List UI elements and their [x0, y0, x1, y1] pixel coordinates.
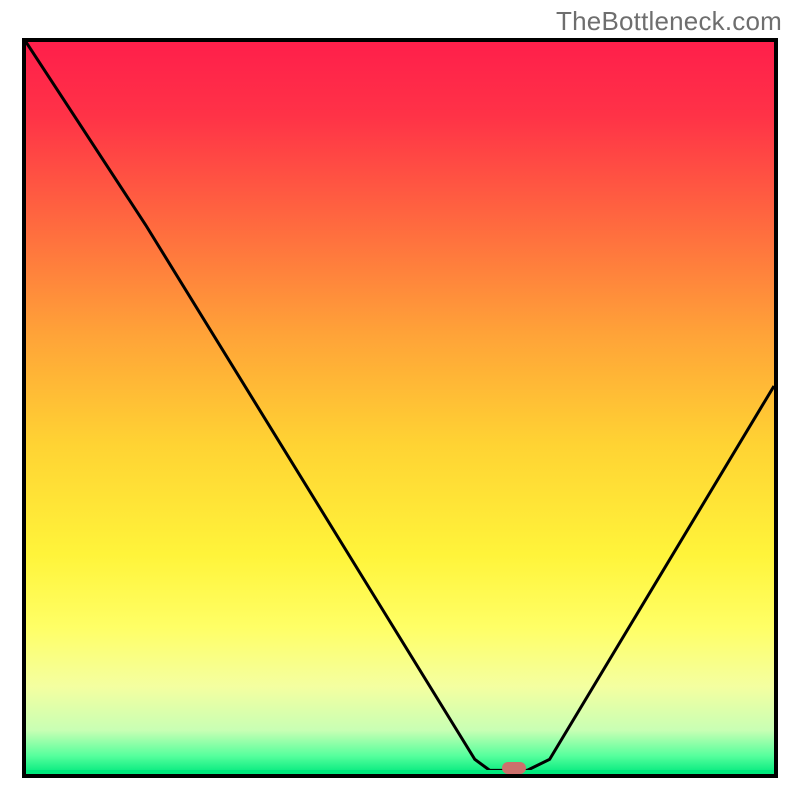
plot-area: [22, 38, 778, 778]
optimum-marker: [502, 762, 526, 774]
bottleneck-curve: [26, 42, 774, 770]
curve-svg: [26, 42, 774, 774]
baseline-strip: [26, 770, 774, 774]
watermark-text: TheBottleneck.com: [556, 6, 782, 37]
chart-container: TheBottleneck.com: [0, 0, 800, 800]
